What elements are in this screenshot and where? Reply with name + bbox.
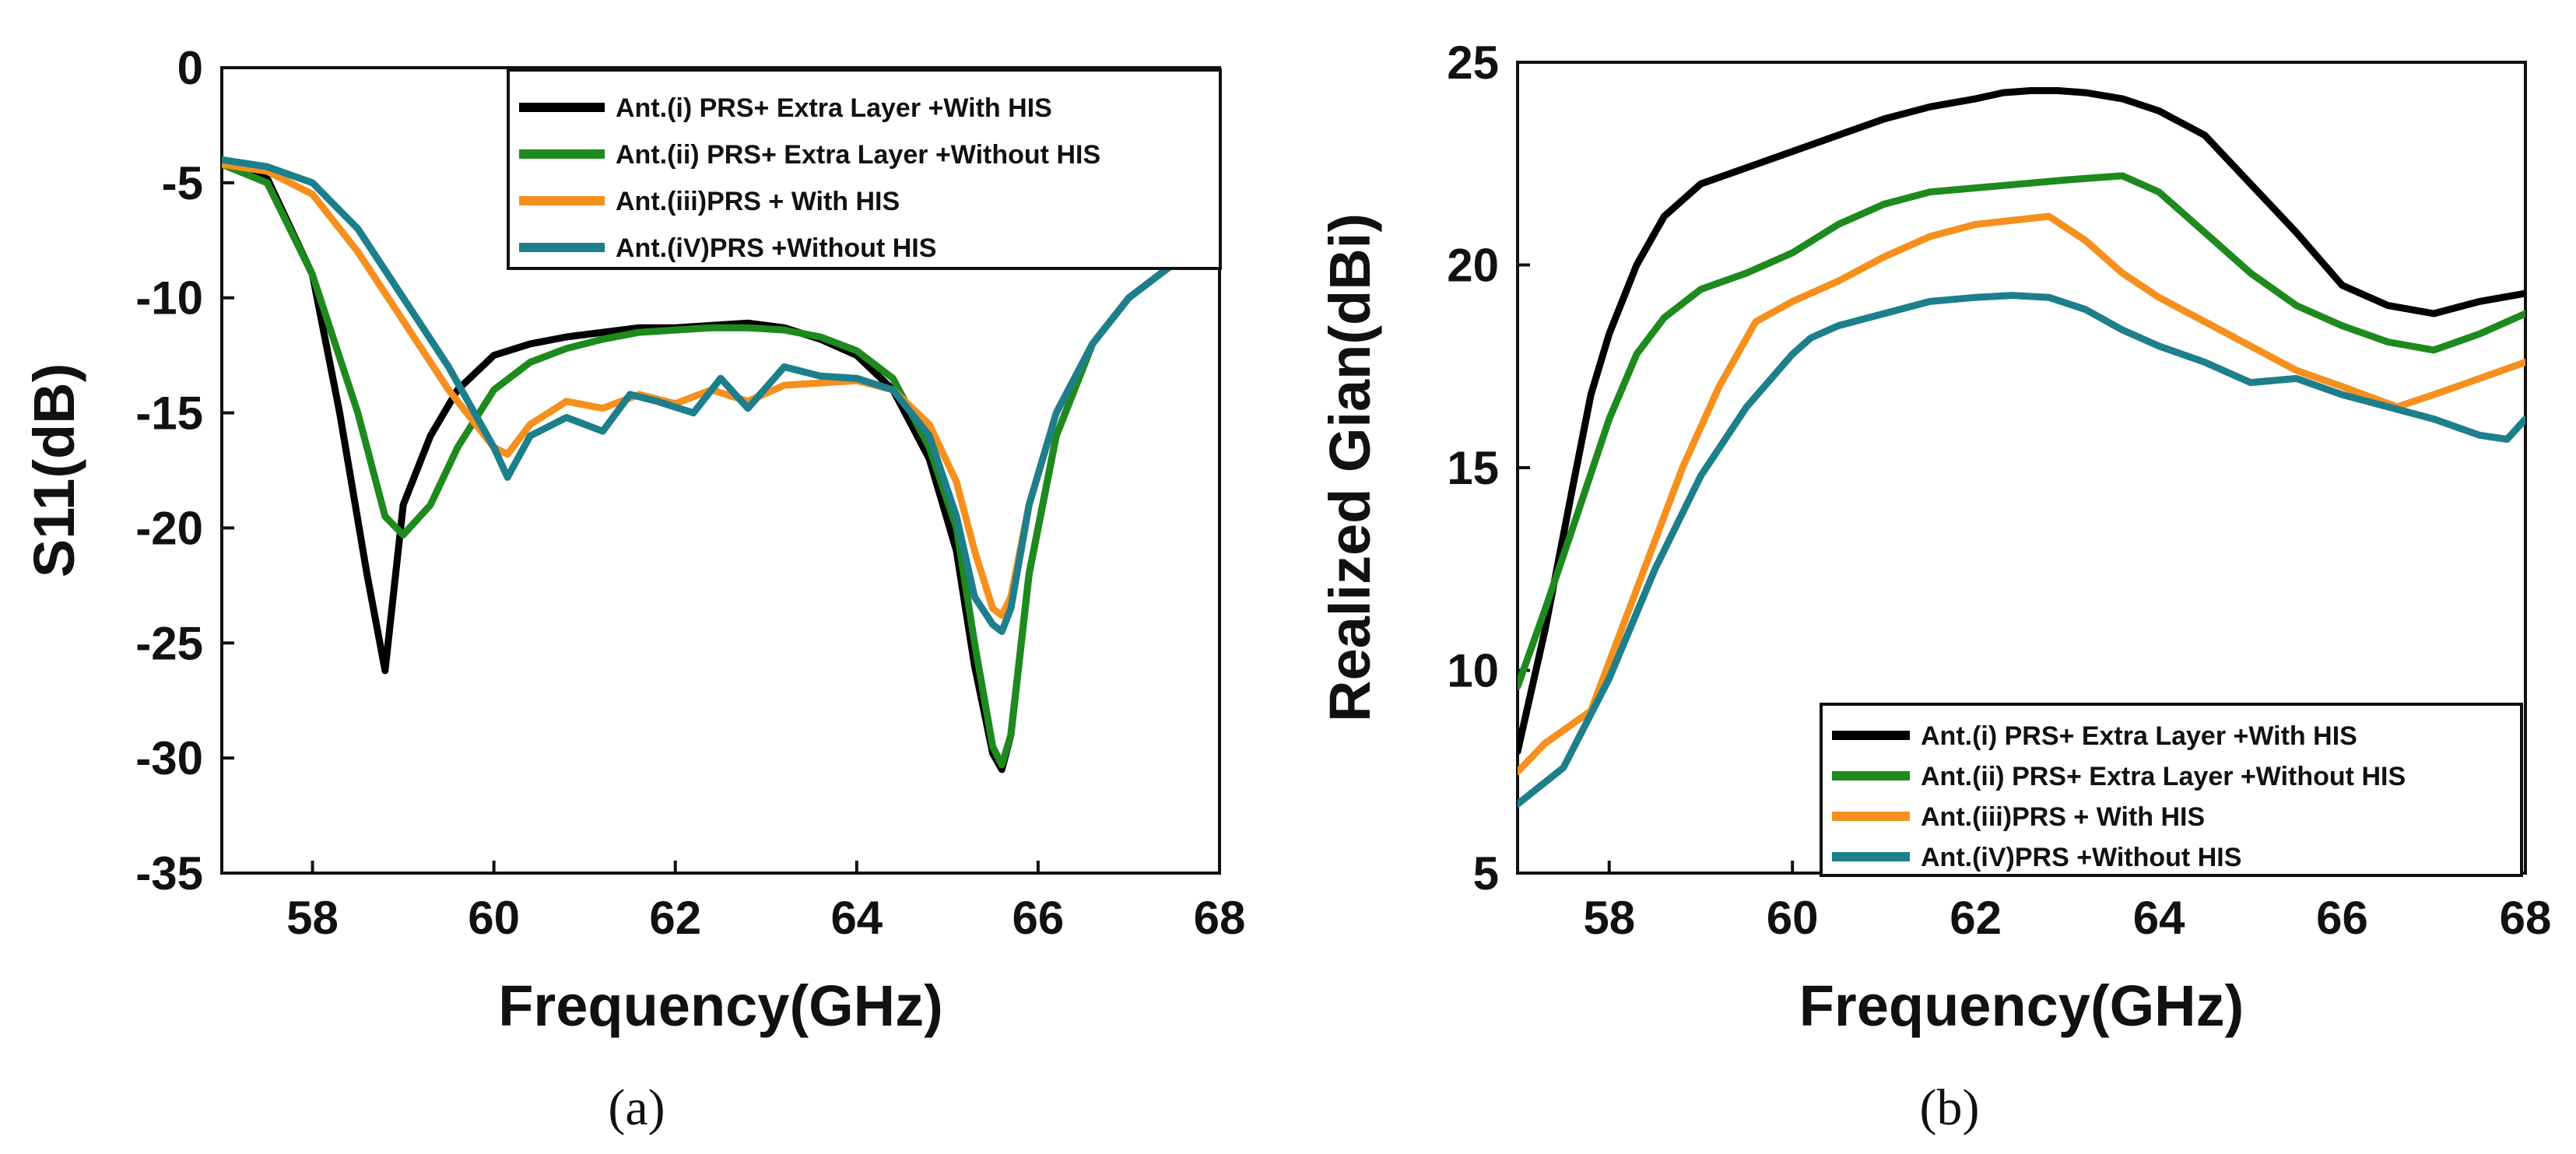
series-line-2 — [1518, 172, 2525, 690]
panel-label: (b) — [1920, 1079, 1980, 1136]
legend-label-3: Ant.(iii)PRS + With HIS — [1921, 802, 2205, 832]
x-tick-label: 68 — [1194, 892, 1246, 944]
y-tick-label: -5 — [162, 157, 203, 209]
y-tick-label: -20 — [135, 502, 203, 554]
y-tick-label: -25 — [135, 617, 203, 669]
series-line-2 — [222, 160, 1220, 769]
x-tick-label: 60 — [1767, 892, 1819, 944]
legend-box — [1820, 703, 2523, 877]
y-axis-title: S11(dB) — [22, 363, 86, 578]
series-line-3 — [1518, 212, 2525, 776]
panel-a-s11-chart: 58 60 62 64 66 68 0 -5 -10 -15 -20 -25 -30 -35 Frequen… — [22, 42, 1245, 1136]
legend-label-1: Ant.(i) PRS+ Extra Layer +With HIS — [1921, 721, 2357, 751]
legend: Ant.(i) PRS+ Extra Layer +With HIS Ant.(i… — [1820, 703, 2523, 877]
x-tick-label: 58 — [1583, 892, 1635, 944]
y-tick-label: 20 — [1447, 240, 1499, 292]
panel-b-gain-chart: 58 60 62 64 66 68 25 20 15 10 5 Frequency(GHz) Reali… — [1318, 37, 2551, 1136]
x-axis-title: Frequency(GHz) — [1799, 973, 2244, 1038]
legend-label-2: Ant.(ii) PRS+ Extra Layer +Without HIS — [616, 140, 1100, 170]
legend-label-4: Ant.(iV)PRS +Without HIS — [616, 233, 936, 263]
plot-frame — [220, 66, 1221, 875]
legend-label-4: Ant.(iV)PRS +Without HIS — [1921, 843, 2241, 872]
x-tick-label: 62 — [649, 892, 701, 944]
legend-label-3: Ant.(iii)PRS + With HIS — [616, 187, 900, 216]
x-tick-label: 64 — [2133, 892, 2185, 944]
y-tick-label: -15 — [135, 388, 203, 440]
x-tick-label: 60 — [468, 892, 520, 944]
legend-label-2: Ant.(ii) PRS+ Extra Layer +Without HIS — [1921, 762, 2406, 791]
legend-label-1: Ant.(i) PRS+ Extra Layer +With HIS — [616, 93, 1052, 123]
y-tick-label: 15 — [1447, 442, 1499, 494]
y-tick-label: 5 — [1473, 847, 1499, 900]
x-tick-label: 68 — [2500, 892, 2552, 944]
y-tick-label: 10 — [1447, 645, 1499, 697]
y-tick-label: 0 — [177, 42, 203, 94]
x-tick-label: 66 — [2316, 892, 2368, 944]
series-line-1 — [1518, 87, 2525, 756]
y-tick-label: -30 — [135, 732, 203, 784]
x-tick-label: 66 — [1013, 892, 1065, 944]
y-axis-title: Realized Gian(dBi) — [1318, 213, 1382, 722]
x-tick-label: 64 — [830, 892, 883, 944]
y-tick-label: -35 — [135, 847, 203, 900]
x-tick-label: 58 — [286, 892, 339, 944]
y-tick-label: -10 — [135, 272, 203, 324]
series-line-4 — [1518, 292, 2525, 808]
y-tick-label: 25 — [1447, 37, 1499, 89]
x-axis-title: Frequency(GHz) — [498, 973, 943, 1038]
x-tick-label: 62 — [1950, 892, 2002, 944]
series-line-4 — [222, 156, 1220, 635]
legend: Ant.(i) PRS+ Extra Layer +With HIS Ant.(i… — [507, 68, 1222, 270]
legend-box — [507, 68, 1222, 270]
panel-label: (a) — [608, 1079, 665, 1136]
